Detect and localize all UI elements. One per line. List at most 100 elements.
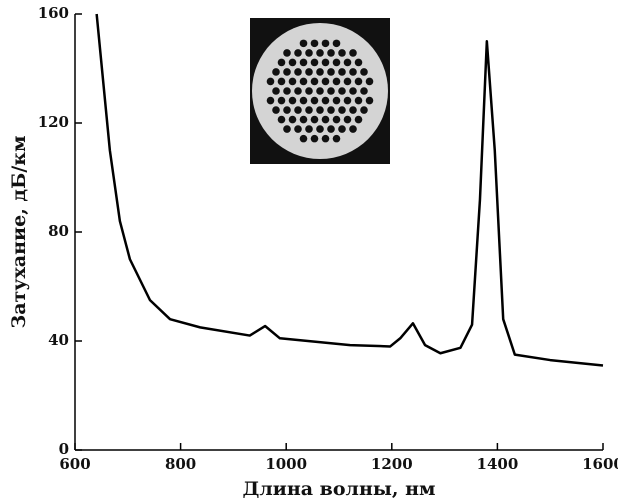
x-tick-label: 1000 [265,455,307,473]
fiber-hole [332,39,341,48]
fiber-hole [327,49,335,57]
y-axis-title: Затухание, дБ/км [8,136,30,329]
fiber-hole [272,106,280,114]
fiber-hole [283,87,291,95]
x-tick-label: 1200 [371,455,413,473]
fiber-hole [365,96,374,105]
fiber-hole [321,39,330,48]
fiber-hole [354,115,363,124]
fiber-hole [360,87,368,95]
fiber-hole [277,77,286,86]
y-tick-label: 160 [38,4,69,22]
fiber-hole [343,96,352,105]
fiber-hole [360,106,368,114]
fiber-hole [288,58,297,67]
fiber-hole [288,77,297,86]
fiber-hole [272,68,280,76]
fiber-hole [288,115,297,124]
fiber-hole [354,96,363,105]
fiber-hole [299,58,308,67]
fiber-hole [327,125,335,133]
fiber-hole [338,125,346,133]
fiber-hole [365,77,374,86]
fiber-hole [283,125,291,133]
fiber-hole [327,106,335,114]
fiber-hole [338,49,346,57]
fiber-hole [299,39,308,48]
x-axis-title: Длина волны, нм [242,478,435,500]
fiber-hole [316,68,324,76]
fiber-hole [338,106,346,114]
fiber-hole [305,106,313,114]
fiber-hole [294,87,302,95]
fiber-hole [349,49,357,57]
fiber-hole [354,58,363,67]
fiber-hole [305,125,313,133]
fiber-hole [310,96,319,105]
fiber-hole [277,115,286,124]
fiber-hole [310,134,319,143]
fiber-hole [354,77,363,86]
fiber-hole [349,106,357,114]
fiber-hole [299,134,308,143]
fiber-hole [316,106,324,114]
fiber-hole [332,115,341,124]
data-line [95,13,604,367]
fiber-hole [310,58,319,67]
fiber-hole [332,134,341,143]
fiber-hole [288,96,297,105]
fiber-hole [305,68,313,76]
fiber-hole [294,125,302,133]
fiber-hole [305,87,313,95]
fiber-hole [338,68,346,76]
fiber-hole [332,96,341,105]
y-tick-label: 0 [59,440,69,458]
fiber-hole [277,96,286,105]
fiber-hole [321,58,330,67]
fiber-hole [283,68,291,76]
fiber-hole [294,106,302,114]
fiber-hole [310,39,319,48]
fiber-hole [310,77,319,86]
y-tick-label: 80 [48,222,69,240]
fiber-hole [349,87,357,95]
fiber-hole [299,115,308,124]
fiber-hole [294,49,302,57]
fiber-hole [272,87,280,95]
inset-image [250,18,390,164]
fiber-hole [316,87,324,95]
fiber-hole [327,87,335,95]
x-tick-label: 600 [59,455,90,473]
y-tick-label: 120 [38,113,69,131]
fiber-hole [349,125,357,133]
fiber-hole [343,58,352,67]
fiber-hole [360,68,368,76]
fiber-hole [316,49,324,57]
fiber-hole [332,58,341,67]
fiber-hole [283,106,291,114]
fiber-hole [299,96,308,105]
fiber-hole [310,115,319,124]
fiber-hole [321,96,330,105]
fiber-hole [349,68,357,76]
fiber-hole [321,115,330,124]
fiber-hole [321,77,330,86]
fiber-hole [332,77,341,86]
fiber-hole [327,68,335,76]
fiber-hole [266,96,275,105]
fiber-hole [283,49,291,57]
fiber-hole [321,134,330,143]
x-tick-label: 800 [165,455,196,473]
fiber-hole [294,68,302,76]
fiber-hole [299,77,308,86]
fiber-hole [343,77,352,86]
fiber-hole [338,87,346,95]
fiber-hole [316,125,324,133]
y-tick-label: 40 [48,331,69,349]
fiber-hole [277,58,286,67]
fiber-hole [266,77,275,86]
fiber-hole [343,115,352,124]
fiber-hole [305,49,313,57]
